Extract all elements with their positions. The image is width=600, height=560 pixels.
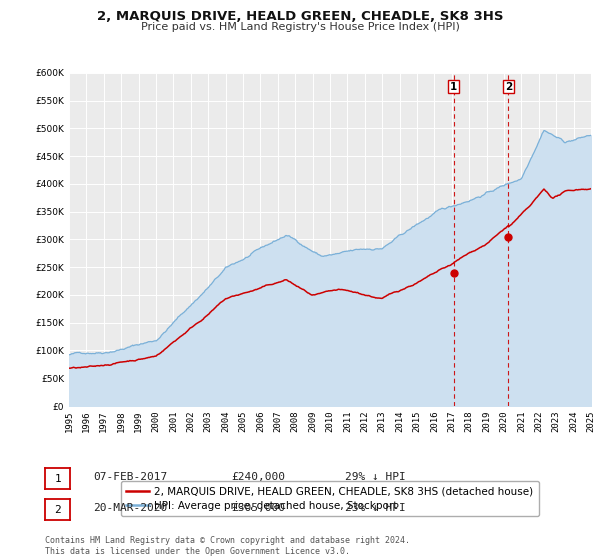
Text: 2, MARQUIS DRIVE, HEALD GREEN, CHEADLE, SK8 3HS: 2, MARQUIS DRIVE, HEALD GREEN, CHEADLE, … bbox=[97, 10, 503, 23]
Text: 1: 1 bbox=[450, 82, 457, 92]
Legend: 2, MARQUIS DRIVE, HEALD GREEN, CHEADLE, SK8 3HS (detached house), HPI: Average p: 2, MARQUIS DRIVE, HEALD GREEN, CHEADLE, … bbox=[121, 481, 539, 516]
Text: 20-MAR-2020: 20-MAR-2020 bbox=[93, 503, 167, 513]
Text: 2: 2 bbox=[505, 82, 512, 92]
Text: £240,000: £240,000 bbox=[231, 472, 285, 482]
Text: 2: 2 bbox=[54, 505, 61, 515]
Text: 29% ↓ HPI: 29% ↓ HPI bbox=[345, 472, 406, 482]
Text: 07-FEB-2017: 07-FEB-2017 bbox=[93, 472, 167, 482]
Text: Contains HM Land Registry data © Crown copyright and database right 2024.
This d: Contains HM Land Registry data © Crown c… bbox=[45, 536, 410, 556]
Text: 23% ↓ HPI: 23% ↓ HPI bbox=[345, 503, 406, 513]
Text: 1: 1 bbox=[54, 474, 61, 484]
Text: Price paid vs. HM Land Registry's House Price Index (HPI): Price paid vs. HM Land Registry's House … bbox=[140, 22, 460, 32]
Text: £305,000: £305,000 bbox=[231, 503, 285, 513]
